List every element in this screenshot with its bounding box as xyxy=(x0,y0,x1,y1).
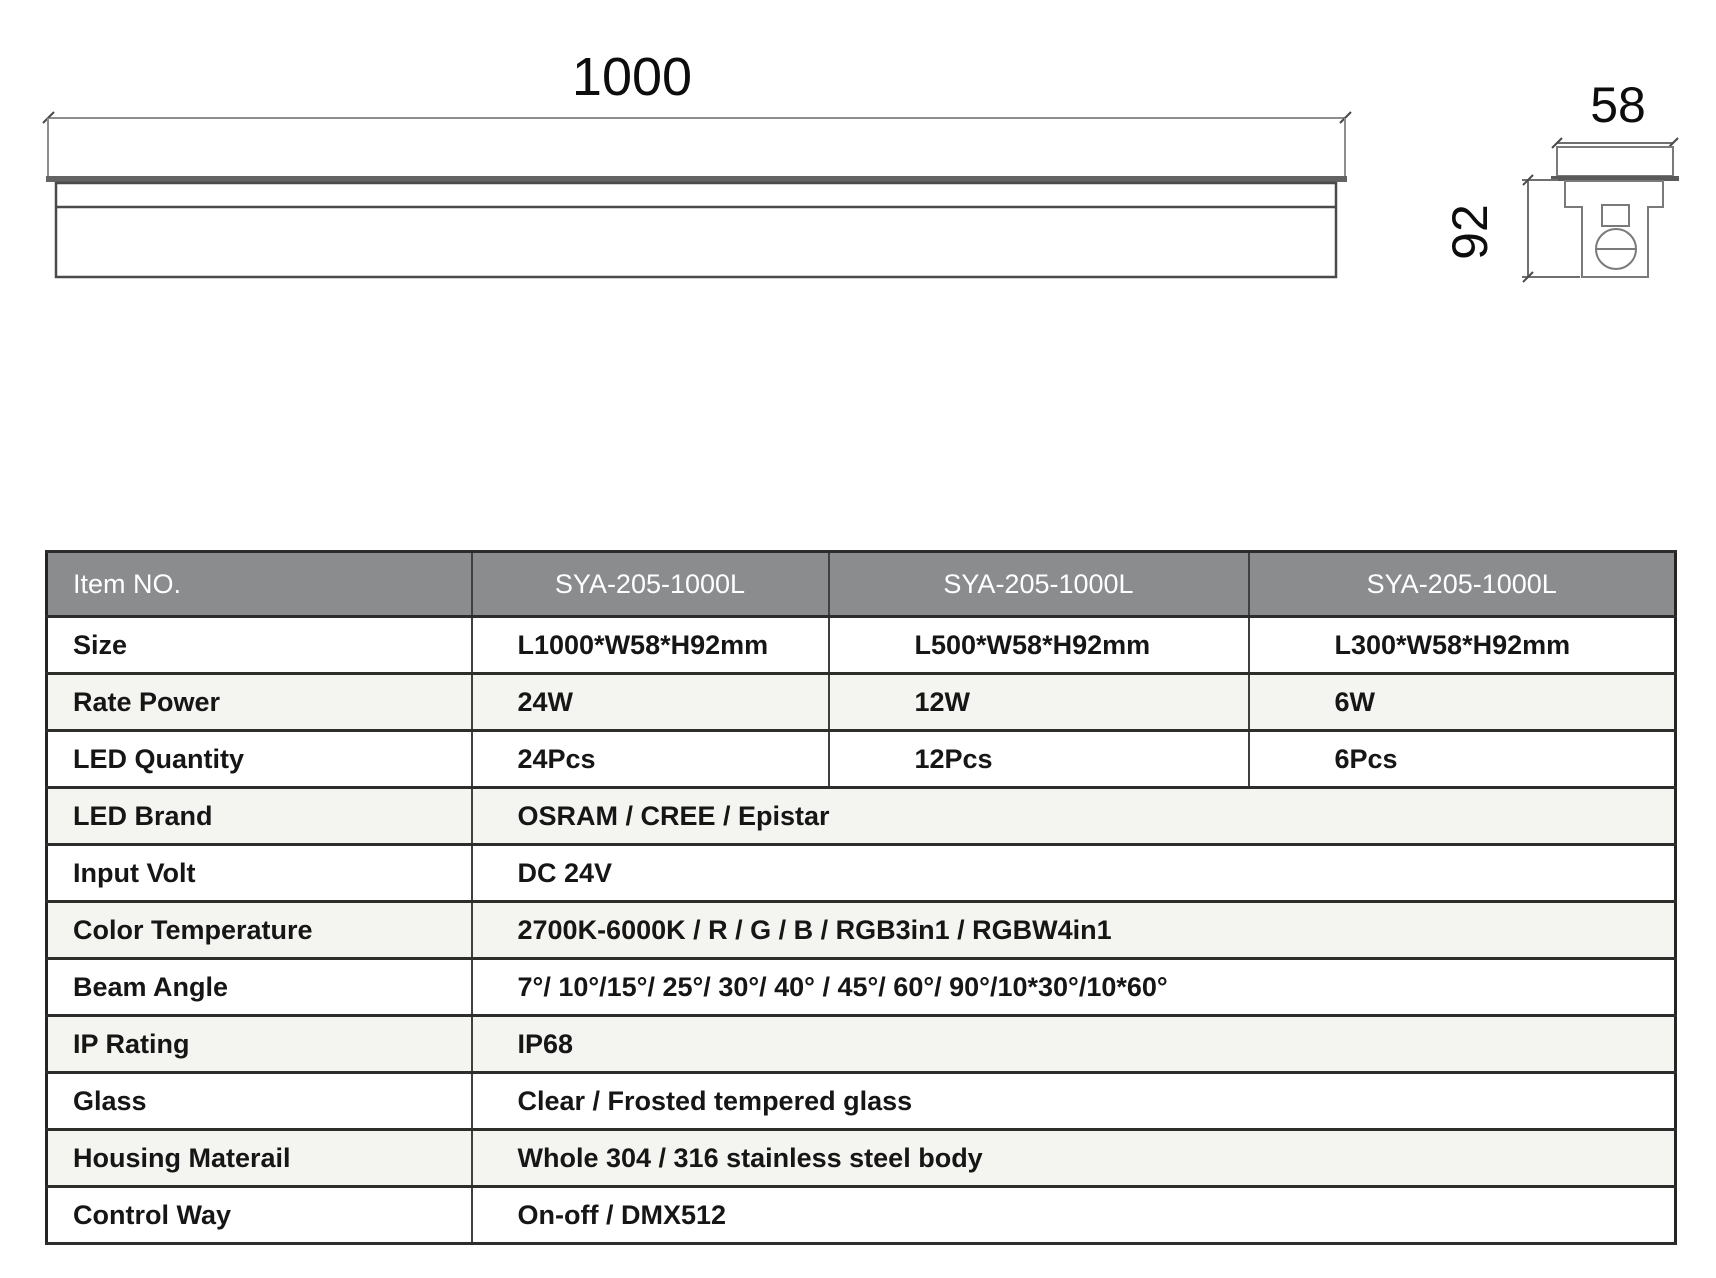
table-row-housing-material: Housing Materail Whole 304 / 316 stainle… xyxy=(45,1128,1677,1188)
cell-value: L1000*W58*H92mm xyxy=(470,615,830,675)
header-model-3: SYA-205-1000L xyxy=(1247,550,1677,618)
row-label: Input Volt xyxy=(45,843,473,903)
table-row-control-way: Control Way On-off / DMX512 xyxy=(45,1185,1677,1245)
table-row-ip-rating: IP Rating IP68 xyxy=(45,1014,1677,1074)
cell-value: L500*W58*H92mm xyxy=(827,615,1250,675)
cell-value: OSRAM / CREE / Epistar xyxy=(470,786,1677,846)
cell-value: 7°/ 10°/15°/ 25°/ 30°/ 40° / 45°/ 60°/ 9… xyxy=(470,957,1677,1017)
header-model-2: SYA-205-1000L xyxy=(827,550,1250,618)
cell-value: On-off / DMX512 xyxy=(470,1185,1677,1245)
row-label: LED Brand xyxy=(45,786,473,846)
cell-value: 6Pcs xyxy=(1247,729,1677,789)
cell-value: 6W xyxy=(1247,672,1677,732)
table-row-input-volt: Input Volt DC 24V xyxy=(45,843,1677,903)
table-row-beam-angle: Beam Angle 7°/ 10°/15°/ 25°/ 30°/ 40° / … xyxy=(45,957,1677,1017)
cell-value: DC 24V xyxy=(470,843,1677,903)
side-gland-rect xyxy=(1601,204,1630,227)
row-label: Color Temperature xyxy=(45,900,473,960)
cell-value: 2700K-6000K / R / G / B / RGB3in1 / RGBW… xyxy=(470,900,1677,960)
cell-value: Whole 304 / 316 stainless steel body xyxy=(470,1128,1677,1188)
row-label: LED Quantity xyxy=(45,729,473,789)
header-item-no: Item NO. xyxy=(45,550,473,618)
front-body-outline xyxy=(54,181,1338,279)
spec-table: Item NO. SYA-205-1000L SYA-205-1000L SYA… xyxy=(45,550,1677,1245)
row-label: Housing Materail xyxy=(45,1128,473,1188)
cell-value: 24W xyxy=(470,672,830,732)
cell-value: Clear / Frosted tempered glass xyxy=(470,1071,1677,1131)
row-label: Beam Angle xyxy=(45,957,473,1017)
row-label: Size xyxy=(45,615,473,675)
side-view-drawing: 58 92 xyxy=(1442,77,1679,283)
row-label: Control Way xyxy=(45,1185,473,1245)
cell-value: IP68 xyxy=(470,1014,1677,1074)
table-row-rate-power: Rate Power 24W 12W 6W xyxy=(45,672,1677,732)
side-width-dimension-label: 58 xyxy=(1590,77,1646,133)
row-label: Glass xyxy=(45,1071,473,1131)
table-header-row: Item NO. SYA-205-1000L SYA-205-1000L SYA… xyxy=(45,550,1677,618)
side-flange-outline xyxy=(1556,146,1674,177)
technical-drawing: 1000 58 xyxy=(42,47,1679,283)
table-row-led-quantity: LED Quantity 24Pcs 12Pcs 6Pcs xyxy=(45,729,1677,789)
side-rim-bar xyxy=(1551,176,1679,181)
side-height-dimension-label: 92 xyxy=(1442,204,1498,260)
header-model-1: SYA-205-1000L xyxy=(470,550,830,618)
cell-value: L300*W58*H92mm xyxy=(1247,615,1677,675)
cell-value: 24Pcs xyxy=(470,729,830,789)
table-row-size: Size L1000*W58*H92mm L500*W58*H92mm L300… xyxy=(45,615,1677,675)
table-row-led-brand: LED Brand OSRAM / CREE / Epistar xyxy=(45,786,1677,846)
table-row-glass: Glass Clear / Frosted tempered glass xyxy=(45,1071,1677,1131)
cell-value: 12W xyxy=(827,672,1250,732)
front-view-drawing: 1000 xyxy=(42,47,1352,279)
table-row-color-temperature: Color Temperature 2700K-6000K / R / G / … xyxy=(45,900,1677,960)
row-label: IP Rating xyxy=(45,1014,473,1074)
front-rim-bar xyxy=(46,176,1347,182)
front-length-dimension-label: 1000 xyxy=(572,47,692,107)
cell-value: 12Pcs xyxy=(827,729,1250,789)
row-label: Rate Power xyxy=(45,672,473,732)
